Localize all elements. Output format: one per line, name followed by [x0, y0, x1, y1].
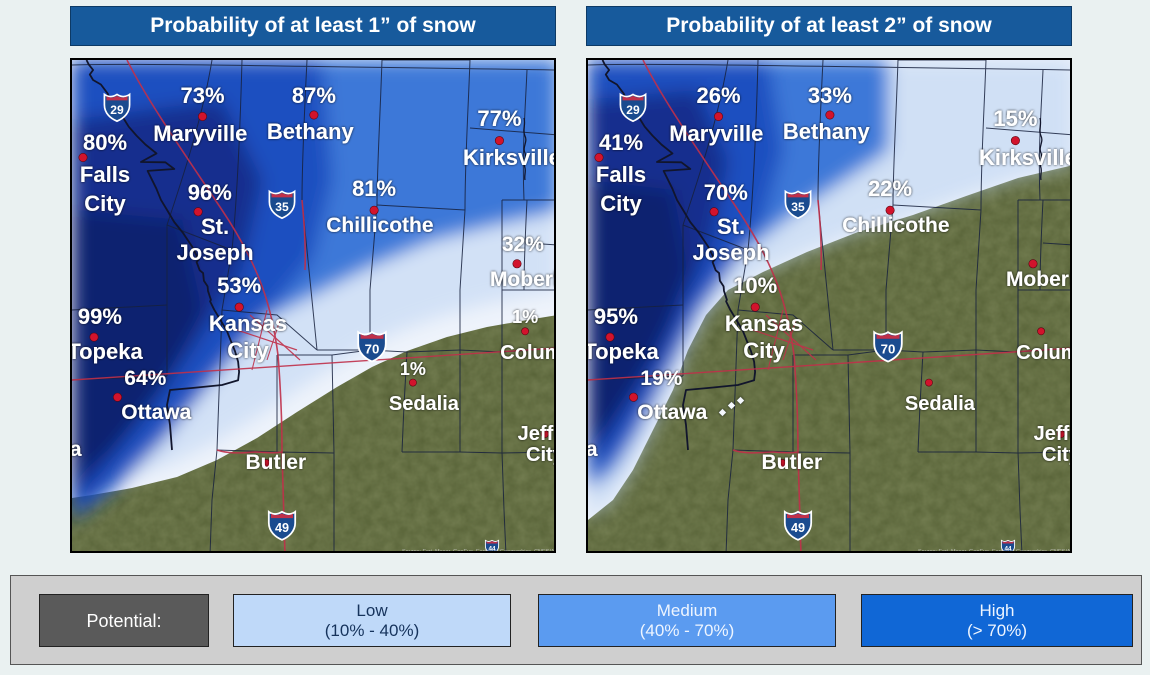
- svg-text:Joseph: Joseph: [692, 240, 769, 265]
- svg-text:99%: 99%: [78, 304, 122, 329]
- svg-text:35: 35: [791, 200, 805, 214]
- svg-text:77%: 77%: [477, 106, 521, 131]
- svg-text:City: City: [600, 191, 642, 216]
- svg-text:95%: 95%: [594, 304, 638, 329]
- svg-text:Sedalia: Sedalia: [905, 393, 976, 415]
- svg-text:Chillicothe: Chillicothe: [842, 214, 949, 237]
- svg-text:32%: 32%: [502, 233, 544, 256]
- svg-text:Source: Esri, Maxar, GeoEye, E: Source: Esri, Maxar, GeoEye, Earthstar G…: [402, 549, 556, 553]
- svg-text:Ottawa: Ottawa: [121, 401, 191, 424]
- svg-text:96%: 96%: [188, 180, 232, 205]
- svg-text:Jeffer: Jeffer: [518, 423, 556, 445]
- svg-text:Sedalia: Sedalia: [389, 393, 460, 415]
- svg-text:Columb: Columb: [500, 342, 556, 364]
- svg-text:a: a: [588, 438, 598, 461]
- svg-text:Columb: Columb: [1016, 342, 1072, 364]
- svg-text:1%: 1%: [512, 307, 538, 327]
- svg-text:Moberly: Moberly: [490, 268, 556, 291]
- svg-text:19%: 19%: [640, 367, 682, 390]
- svg-text:City: City: [743, 338, 785, 363]
- svg-text:Butler: Butler: [761, 451, 822, 474]
- svg-text:Maryville: Maryville: [153, 121, 247, 146]
- svg-text:10%: 10%: [733, 273, 777, 298]
- svg-text:Source: Esri, Maxar, GeoEye, E: Source: Esri, Maxar, GeoEye, Earthstar G…: [918, 549, 1072, 553]
- svg-text:87%: 87%: [292, 83, 336, 108]
- svg-text:Ottawa: Ottawa: [637, 401, 707, 424]
- svg-text:53%: 53%: [217, 273, 261, 298]
- svg-text:Joseph: Joseph: [176, 240, 253, 265]
- svg-text:49: 49: [275, 521, 289, 535]
- svg-text:St.: St.: [201, 214, 229, 239]
- svg-text:City: City: [526, 444, 556, 466]
- svg-text:Topeka: Topeka: [588, 339, 659, 364]
- svg-text:49: 49: [791, 521, 805, 535]
- svg-text:Bethany: Bethany: [267, 119, 355, 144]
- svg-text:City: City: [1042, 444, 1072, 466]
- svg-text:80%: 80%: [83, 130, 127, 155]
- svg-text:29: 29: [110, 103, 124, 117]
- svg-text:70: 70: [365, 341, 380, 356]
- svg-text:70%: 70%: [704, 180, 748, 205]
- svg-text:41%: 41%: [599, 130, 643, 155]
- svg-text:22%: 22%: [868, 176, 912, 201]
- svg-text:26%: 26%: [696, 83, 740, 108]
- svg-text:15%: 15%: [993, 106, 1037, 131]
- svg-text:29: 29: [626, 103, 640, 117]
- svg-text:Maryville: Maryville: [669, 121, 763, 146]
- svg-text:64%: 64%: [124, 367, 166, 390]
- svg-text:1%: 1%: [400, 359, 426, 379]
- svg-text:Kirksville: Kirksville: [979, 145, 1072, 170]
- svg-text:Kansas: Kansas: [209, 311, 287, 336]
- svg-text:Falls: Falls: [596, 162, 646, 187]
- svg-text:Moberly: Moberly: [1006, 268, 1072, 291]
- svg-text:City: City: [84, 191, 126, 216]
- svg-text:St.: St.: [717, 214, 745, 239]
- svg-text:Kansas: Kansas: [725, 311, 803, 336]
- svg-text:City: City: [227, 338, 269, 363]
- svg-text:35: 35: [275, 200, 289, 214]
- svg-text:33%: 33%: [808, 83, 852, 108]
- svg-text:Falls: Falls: [80, 162, 130, 187]
- svg-text:Kirksville: Kirksville: [463, 145, 556, 170]
- svg-text:Jeffer: Jeffer: [1034, 423, 1072, 445]
- svg-text:a: a: [72, 438, 82, 461]
- svg-text:Topeka: Topeka: [72, 339, 143, 364]
- svg-text:81%: 81%: [352, 176, 396, 201]
- svg-text:Chillicothe: Chillicothe: [326, 214, 433, 237]
- svg-text:Butler: Butler: [245, 451, 306, 474]
- svg-text:73%: 73%: [180, 83, 224, 108]
- svg-text:Bethany: Bethany: [783, 119, 871, 144]
- svg-text:70: 70: [881, 341, 896, 356]
